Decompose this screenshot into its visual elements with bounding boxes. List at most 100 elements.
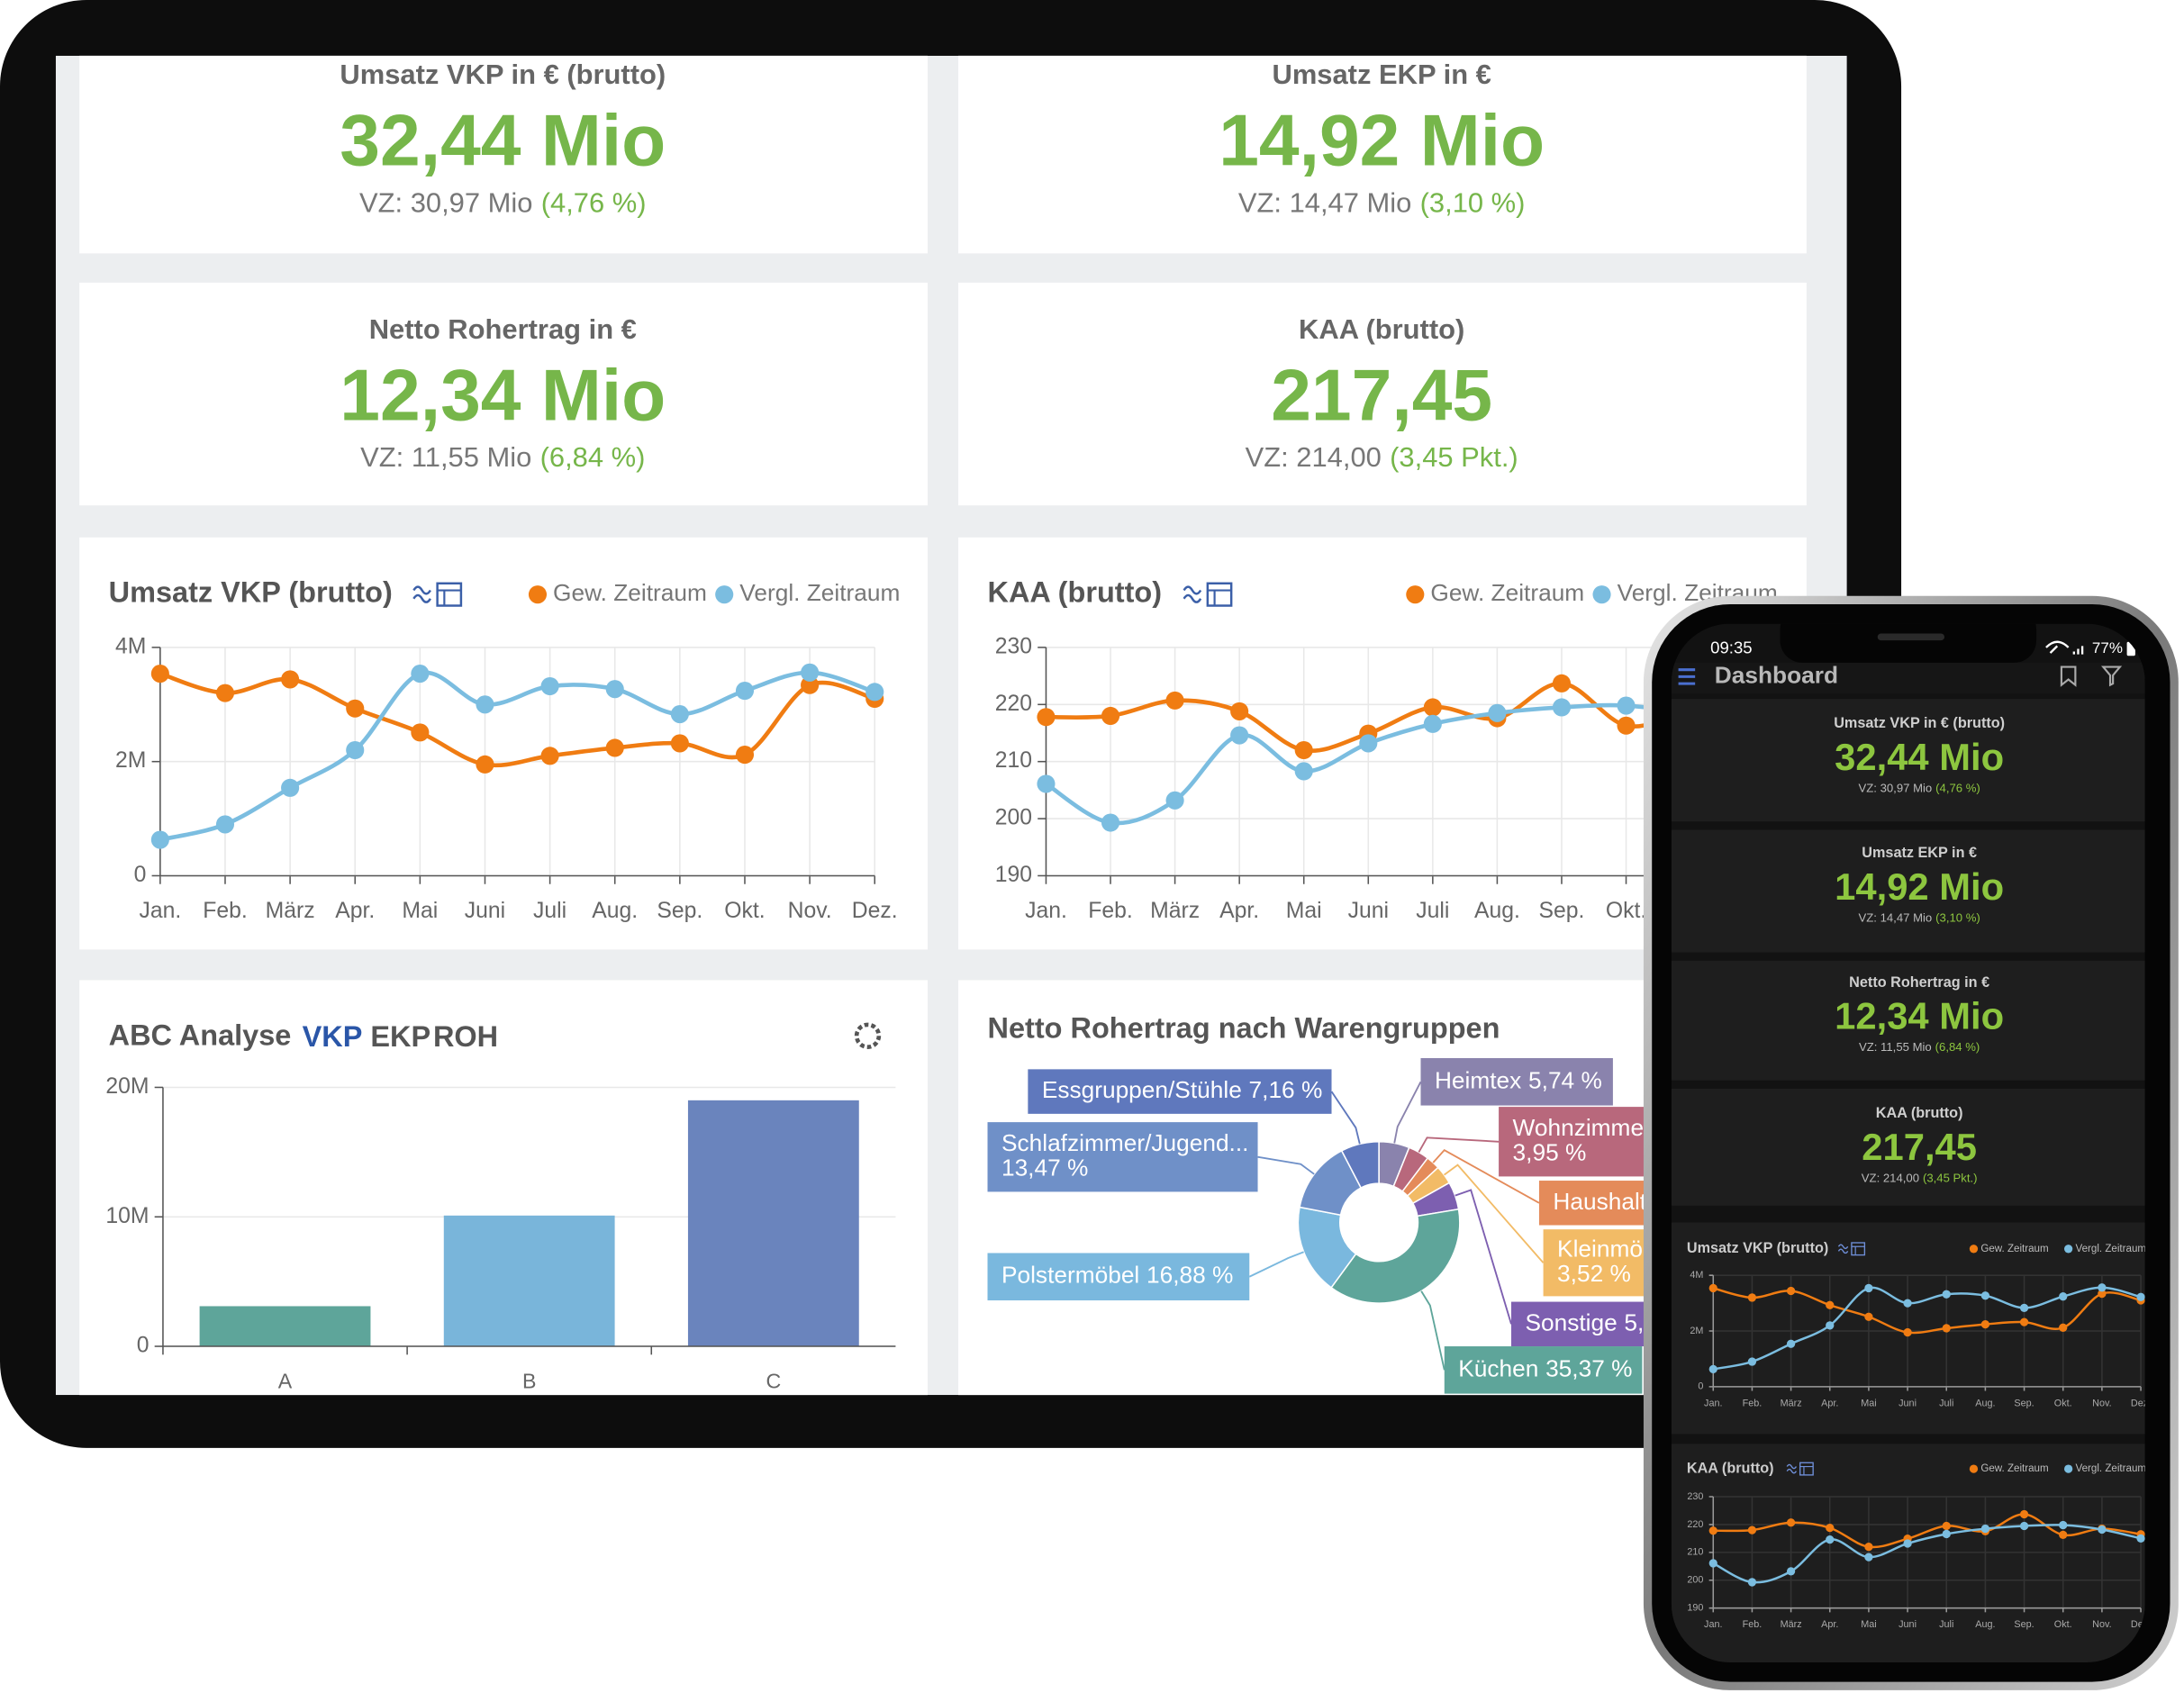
settings-button[interactable] bbox=[854, 1022, 882, 1049]
x-tick-label: Okt. bbox=[1606, 899, 1646, 923]
x-tick-label: Apr. bbox=[1821, 1619, 1838, 1630]
data-point bbox=[1037, 774, 1056, 793]
x-tick-label: Sep. bbox=[2014, 1398, 2034, 1408]
legend-label[interactable]: Gew. Zeitraum bbox=[1980, 1463, 2048, 1474]
legend-label[interactable]: Gew. Zeitraum bbox=[1430, 579, 1584, 606]
legend-label[interactable]: Gew. Zeitraum bbox=[553, 579, 707, 606]
trend-toggle[interactable] bbox=[1837, 1244, 1849, 1254]
comparison-change: (4,76 %) bbox=[1935, 782, 1980, 795]
data-point bbox=[1423, 698, 1442, 717]
kpi-card bbox=[1671, 960, 2145, 1081]
data-point bbox=[1617, 696, 1636, 715]
kpi-title: KAA (brutto) bbox=[1299, 313, 1464, 345]
kpi-value: 14,92 Mio bbox=[1835, 865, 2004, 908]
kpi-card bbox=[958, 55, 1807, 254]
data-point bbox=[1552, 698, 1572, 717]
table-toggle[interactable] bbox=[1851, 1242, 1866, 1256]
chart-card bbox=[79, 537, 929, 950]
data-point bbox=[1942, 1290, 1951, 1299]
data-point bbox=[2019, 1521, 2029, 1531]
table-toggle[interactable] bbox=[1799, 1462, 1814, 1476]
data-point bbox=[865, 683, 884, 702]
label-box bbox=[1444, 1346, 1643, 1394]
x-tick-label: Dez. bbox=[2131, 1619, 2151, 1630]
table-toggle[interactable] bbox=[436, 582, 463, 607]
kpi-title: KAA (brutto) bbox=[1876, 1105, 1963, 1121]
data-point bbox=[1230, 702, 1249, 720]
data-point bbox=[801, 675, 820, 694]
label-connector bbox=[1418, 1136, 1500, 1153]
measure-tab[interactable]: EKP bbox=[370, 1020, 430, 1053]
kpi-title: Umsatz VKP in € (brutto) bbox=[1834, 715, 2005, 731]
data-point bbox=[1786, 1567, 1796, 1576]
label-connector bbox=[1432, 1149, 1540, 1204]
slice-label-line: Polstermöbel 16,88 % bbox=[1001, 1262, 1233, 1289]
menu-button[interactable] bbox=[1678, 668, 1696, 685]
x-tick-label: Aug. bbox=[1975, 1398, 1995, 1408]
label-box bbox=[1499, 1107, 1666, 1177]
x-tick-label: Juni bbox=[465, 899, 505, 923]
comparison-change: (3,10 %) bbox=[1935, 911, 1980, 925]
x-tick-label: Feb. bbox=[1088, 899, 1133, 923]
kpi-comparison: VZ: 30,97 Mio (4,76 %) bbox=[359, 186, 647, 218]
x-tick-label: Dez. bbox=[852, 899, 898, 923]
filter-button[interactable] bbox=[2100, 665, 2123, 687]
x-tick-label: C bbox=[766, 1369, 781, 1392]
x-tick-label: Mai bbox=[402, 899, 438, 923]
data-point bbox=[1101, 813, 1120, 832]
data-point bbox=[1708, 1364, 1717, 1374]
legend-label[interactable]: Vergl. Zeitraum bbox=[2076, 1463, 2147, 1474]
kpi-value: 217,45 bbox=[1862, 1126, 1977, 1168]
y-tick-label: 4M bbox=[115, 634, 146, 658]
comparison-value: VZ: 30,97 Mio bbox=[1859, 782, 1933, 795]
slice-value-label: 13,47 % bbox=[1001, 1154, 1088, 1181]
measure-tab[interactable]: ROH bbox=[433, 1020, 498, 1053]
data-point bbox=[1037, 708, 1056, 727]
kpi-comparison: VZ: 14,47 Mio (3,10 %) bbox=[1859, 911, 1980, 925]
data-point bbox=[1786, 1339, 1796, 1348]
label-connector bbox=[1257, 1155, 1315, 1175]
label-connector bbox=[1420, 1290, 1445, 1371]
x-tick-label: Okt. bbox=[724, 899, 765, 923]
trend-toggle[interactable] bbox=[1786, 1463, 1798, 1474]
data-point bbox=[1747, 1578, 1757, 1587]
kpi-card bbox=[1671, 699, 2145, 822]
legend-label[interactable]: Gew. Zeitraum bbox=[1980, 1244, 2048, 1254]
comparison-value: VZ: 214,00 bbox=[1246, 441, 1382, 473]
kpi-value: 14,92 Mio bbox=[1219, 101, 1545, 182]
x-tick-label: Aug. bbox=[592, 899, 638, 923]
data-point bbox=[605, 680, 624, 699]
kpi-value: 32,44 Mio bbox=[1835, 736, 2004, 778]
trend-toggle[interactable] bbox=[412, 585, 431, 603]
data-point bbox=[2059, 1323, 2068, 1332]
label-connector bbox=[1454, 1189, 1512, 1325]
label-box bbox=[1028, 1069, 1332, 1114]
table-toggle[interactable] bbox=[1206, 582, 1233, 607]
data-point bbox=[1165, 691, 1184, 710]
measure-tab[interactable]: VKP bbox=[303, 1020, 363, 1053]
legend-label[interactable]: Vergl. Zeitraum bbox=[739, 579, 900, 606]
bar bbox=[199, 1306, 371, 1347]
x-tick-label: Juni bbox=[1899, 1398, 1917, 1408]
kpi-comparison: VZ: 11,55 Mio (6,84 %) bbox=[1859, 1041, 1980, 1055]
x-tick-label: Juni bbox=[1348, 899, 1389, 923]
bookmark-button[interactable] bbox=[2060, 665, 2077, 687]
comparison-value: VZ: 14,47 Mio bbox=[1859, 911, 1933, 925]
comparison-change: (6,84 %) bbox=[1935, 1041, 1980, 1055]
data-point bbox=[1942, 1324, 1951, 1333]
kpi-comparison: VZ: 214,00 (3,45 Pkt.) bbox=[1246, 441, 1518, 473]
trend-toggle[interactable] bbox=[1183, 585, 1202, 603]
legend-marker bbox=[2063, 1245, 2073, 1254]
phone-speaker bbox=[1877, 633, 1944, 641]
kpi-comparison: VZ: 11,55 Mio (6,84 %) bbox=[360, 441, 645, 473]
phone-screen: 09:35 77% Dashboard Umsatz VKP in € (bru… bbox=[1671, 623, 2151, 1662]
x-tick-label: Nov. bbox=[788, 899, 832, 923]
legend-marker bbox=[715, 585, 734, 604]
legend-label[interactable]: Vergl. Zeitraum bbox=[2076, 1244, 2147, 1254]
x-tick-label: B bbox=[522, 1369, 536, 1392]
data-point bbox=[150, 665, 169, 684]
data-point bbox=[1488, 703, 1507, 722]
y-tick-label: 200 bbox=[1687, 1575, 1703, 1586]
comparison-value: VZ: 214,00 bbox=[1862, 1172, 1919, 1185]
slice-label: Essgruppen/Stühle bbox=[1042, 1076, 1242, 1103]
